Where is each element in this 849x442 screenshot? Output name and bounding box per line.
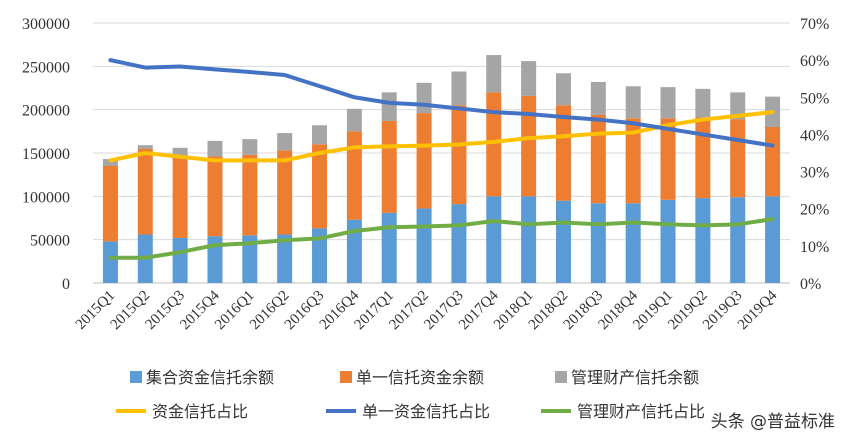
bar-segment (381, 120, 397, 213)
bar-segment (555, 105, 571, 201)
y2-tick-label: 60% (800, 53, 829, 70)
bar-segment (486, 92, 502, 197)
bar-segment (555, 73, 571, 106)
y-tick-label: 150000 (22, 146, 70, 163)
bar-segment (521, 95, 537, 197)
y2-tick-label: 10% (800, 239, 829, 256)
bar-segment (660, 118, 676, 200)
bar-segment (416, 113, 432, 209)
bar-segment (730, 197, 746, 283)
bar-segment (102, 166, 118, 242)
bar-segment (137, 148, 153, 235)
bar-segment (730, 92, 746, 120)
bar-segment (660, 87, 676, 119)
y2-tick-label: 0% (800, 276, 821, 293)
legend-swatch (555, 371, 567, 383)
bar-segment (625, 86, 641, 119)
bar-segment (625, 118, 641, 204)
bar-segment (242, 139, 258, 155)
y-tick-label: 250000 (22, 59, 70, 76)
y-tick-label: 200000 (22, 103, 70, 120)
bar-segment (277, 150, 293, 235)
bar-segment (102, 241, 118, 283)
bar-segment (242, 154, 258, 236)
y-tick-label: 50000 (30, 233, 70, 250)
legend-label: 资金信托占比 (152, 402, 248, 421)
legend-label: 管理财产信托余额 (571, 368, 699, 387)
bar-segment (312, 228, 328, 283)
bar-segment (590, 203, 606, 283)
bar-segment (102, 159, 118, 166)
y2-tick-label: 30% (800, 165, 829, 182)
bar-segment (765, 196, 781, 283)
legend-swatch (340, 371, 352, 383)
legend-swatch (130, 371, 142, 383)
bar-segment (590, 81, 606, 115)
bar-segment (346, 108, 362, 132)
bar-segment (277, 133, 293, 151)
y-tick-label: 100000 (22, 189, 70, 206)
bar-segment (242, 235, 258, 283)
bar-segment (312, 144, 328, 229)
bar-segment (277, 234, 293, 283)
legend-label: 单一信托资金余额 (356, 368, 484, 387)
bar-segment (625, 203, 641, 283)
bar-segment (312, 125, 328, 145)
bar-segment (451, 105, 467, 205)
y-tick-label: 0 (62, 276, 70, 293)
bar-segment (765, 127, 781, 197)
bar-segment (416, 208, 432, 283)
bar-segment (486, 55, 502, 93)
bar-segment (137, 145, 153, 149)
bar-segment (381, 212, 397, 283)
bar-segment (207, 140, 223, 157)
bar-segment (451, 71, 467, 106)
bar-segment (486, 196, 502, 283)
bar-segment (416, 82, 432, 114)
bar-segment (172, 237, 188, 283)
bar-segment (346, 131, 362, 220)
bar-segment (521, 196, 537, 283)
bar-segment (695, 198, 711, 283)
bar-segment (730, 119, 746, 198)
y2-tick-label: 50% (800, 90, 829, 107)
bar-segment (695, 117, 711, 199)
legend-label: 集合资金信托余额 (146, 368, 274, 387)
bar-segment (660, 199, 676, 283)
y2-tick-label: 40% (800, 127, 829, 144)
x-tick-label: 2019Q4 (735, 287, 781, 333)
line-series (108, 58, 775, 148)
watermark: 头条 @普益标准 (710, 412, 835, 432)
legend-label: 单一资金信托占比 (362, 402, 490, 421)
line-series (108, 217, 775, 260)
y-tick-label: 300000 (22, 16, 70, 33)
legend-label: 管理财产信托占比 (577, 402, 705, 421)
bar-segment (381, 92, 397, 121)
bar-segment (207, 156, 223, 237)
bar-segment (555, 200, 571, 283)
y2-tick-label: 20% (800, 202, 829, 219)
bar-segment (172, 157, 188, 238)
bar-segment (451, 204, 467, 283)
bar-segment (346, 219, 362, 283)
bar-segment (521, 61, 537, 96)
bar-segment (695, 88, 711, 118)
y2-tick-label: 70% (800, 16, 829, 33)
bar-segment (590, 114, 606, 204)
bar-segment (172, 147, 188, 158)
